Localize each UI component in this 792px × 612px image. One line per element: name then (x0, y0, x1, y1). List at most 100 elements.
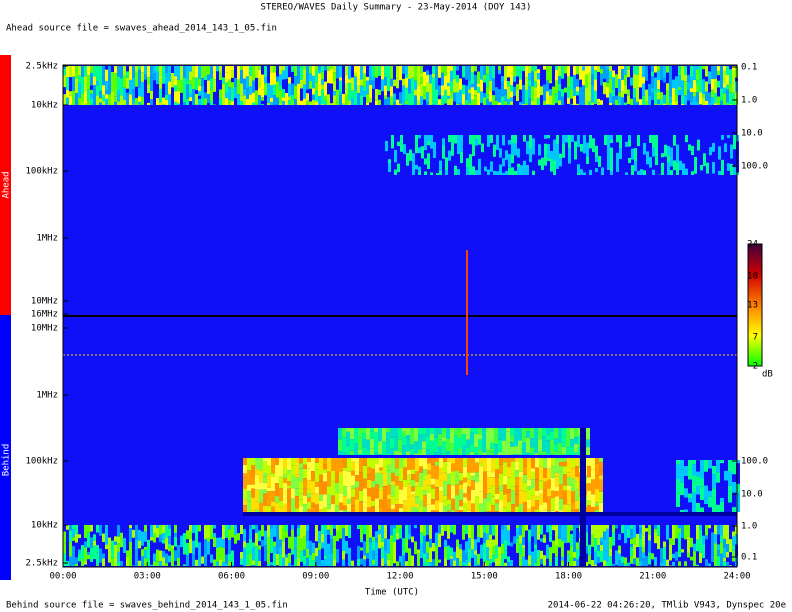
texture (690, 101, 693, 105)
texture (716, 464, 720, 473)
texture (577, 147, 580, 154)
texture (678, 90, 681, 96)
texture (382, 441, 386, 455)
texture (251, 484, 255, 489)
texture (180, 547, 183, 560)
texture (360, 66, 363, 80)
texture (414, 428, 418, 442)
texture (654, 543, 657, 557)
texture (702, 544, 705, 559)
texture (588, 525, 591, 534)
texture (564, 87, 567, 93)
texture (456, 70, 459, 75)
texture (447, 559, 450, 566)
texture (435, 510, 439, 512)
texture (507, 562, 510, 566)
texture (315, 482, 319, 487)
texture (490, 161, 493, 166)
texture (330, 525, 333, 536)
texture (162, 543, 165, 551)
texture (571, 169, 574, 175)
texture (519, 525, 522, 536)
texture (246, 87, 249, 100)
texture (307, 458, 311, 463)
texture (537, 558, 540, 566)
texture (111, 540, 114, 549)
texture (568, 163, 571, 173)
texture (507, 492, 511, 503)
texture (571, 135, 574, 142)
texture (330, 83, 333, 96)
texture (108, 562, 111, 566)
texture (105, 552, 108, 566)
texture (567, 542, 570, 551)
texture (618, 539, 621, 546)
texture (114, 536, 117, 542)
texture (357, 92, 360, 102)
texture (477, 564, 480, 566)
texture (339, 565, 342, 566)
texture (558, 525, 561, 539)
texture (363, 458, 367, 466)
texture (66, 77, 69, 91)
texture (567, 525, 570, 535)
texture (264, 540, 267, 546)
texture (384, 544, 387, 551)
texture (309, 525, 312, 537)
texture (525, 549, 528, 560)
texture (463, 497, 467, 503)
texture (451, 471, 455, 479)
texture (466, 453, 470, 455)
texture (529, 148, 532, 163)
texture (478, 449, 482, 455)
texture (243, 499, 247, 506)
texture (387, 499, 391, 510)
texture (669, 538, 672, 545)
texture (426, 552, 429, 560)
texture (479, 462, 483, 467)
y-tick-label: 10MHz (31, 324, 58, 334)
texture (195, 525, 198, 540)
texture (261, 74, 264, 90)
texture (495, 545, 498, 559)
texture (663, 103, 666, 105)
texture (255, 509, 259, 512)
texture (675, 525, 678, 539)
texture (448, 150, 451, 161)
texture (454, 158, 457, 166)
texture (363, 488, 367, 503)
texture (378, 66, 381, 77)
texture (456, 74, 459, 83)
texture (538, 144, 541, 156)
texture (315, 525, 318, 536)
y2-tick-label: 100.0 (741, 162, 768, 172)
texture (171, 72, 174, 88)
texture (558, 76, 561, 84)
texture (186, 80, 189, 85)
texture (222, 561, 225, 566)
texture (430, 152, 433, 162)
texture (531, 468, 535, 472)
texture (586, 135, 589, 143)
texture (390, 78, 393, 87)
texture (454, 428, 458, 436)
texture (459, 484, 463, 490)
texture (639, 560, 642, 566)
texture (162, 539, 165, 544)
texture (270, 97, 273, 103)
texture (688, 150, 691, 164)
texture (366, 80, 369, 95)
texture (466, 135, 469, 144)
texture (495, 66, 498, 73)
texture (283, 503, 287, 512)
texture (694, 156, 697, 167)
texture (643, 143, 646, 155)
texture (567, 458, 571, 473)
texture (207, 74, 210, 81)
texture (592, 135, 595, 139)
texture (519, 471, 523, 478)
texture (327, 66, 330, 71)
colorbar (747, 243, 763, 367)
texture (399, 458, 403, 468)
texture (207, 554, 210, 566)
